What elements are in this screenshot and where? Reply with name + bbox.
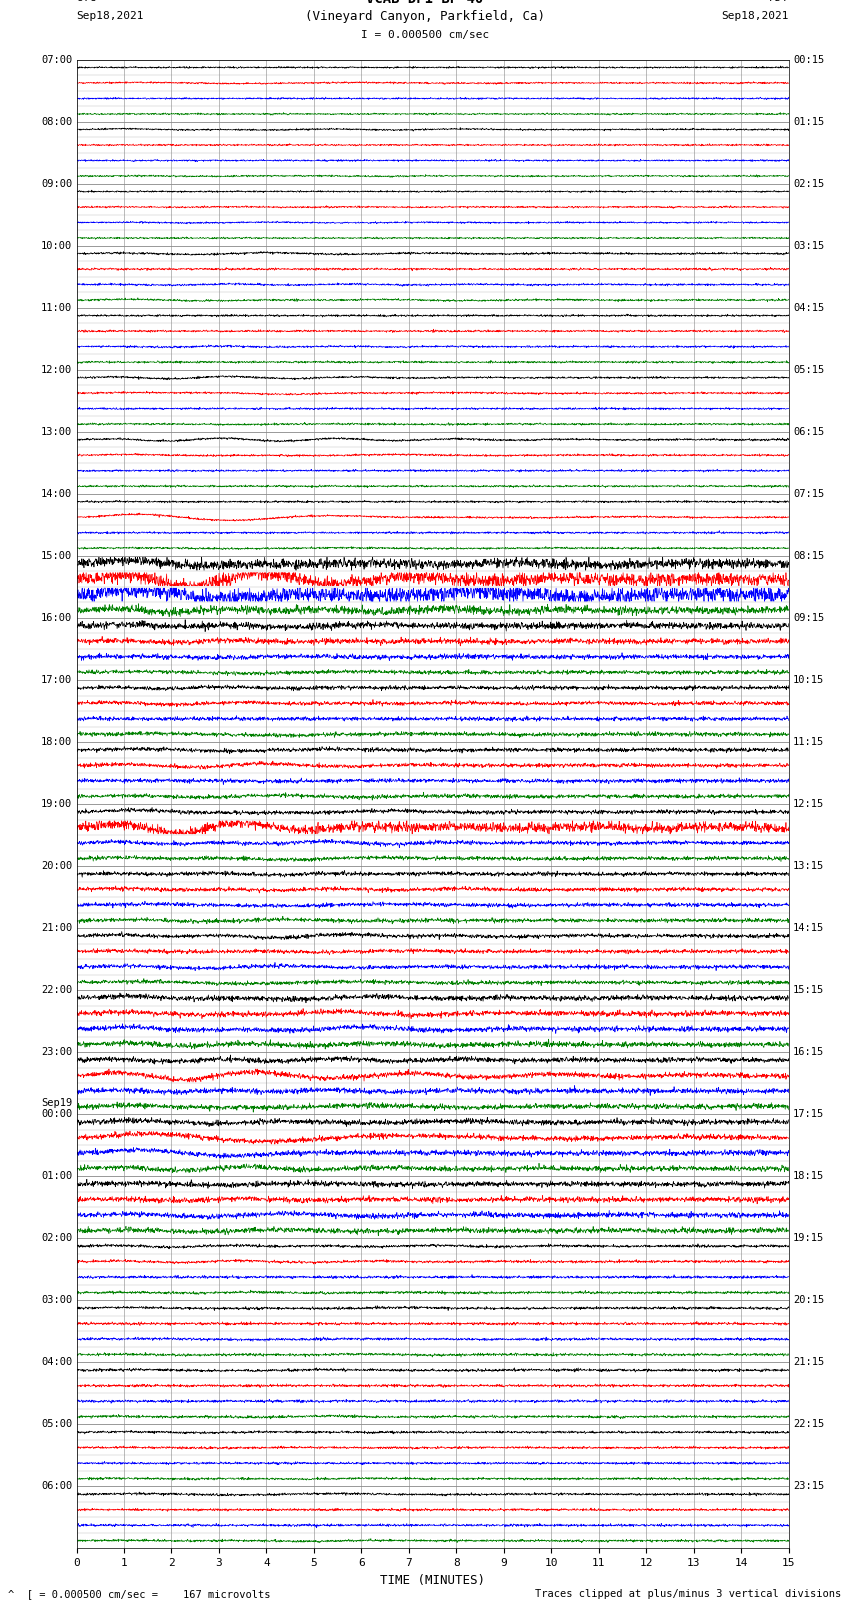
Text: 03:00: 03:00 [41,1295,72,1305]
Text: 09:00: 09:00 [41,179,72,189]
Text: 04:15: 04:15 [793,303,824,313]
Text: 14:15: 14:15 [793,923,824,934]
Text: 05:15: 05:15 [793,365,824,374]
Text: 02:15: 02:15 [793,179,824,189]
Text: 16:00: 16:00 [41,613,72,623]
Text: Sep18,2021: Sep18,2021 [76,11,144,21]
Text: UTC: UTC [76,0,97,3]
Text: 15:00: 15:00 [41,552,72,561]
Text: 09:15: 09:15 [793,613,824,623]
Text: 11:00: 11:00 [41,303,72,313]
Text: 12:15: 12:15 [793,798,824,810]
Text: 20:00: 20:00 [41,861,72,871]
Text: 13:00: 13:00 [41,427,72,437]
Text: 20:15: 20:15 [793,1295,824,1305]
Text: (Vineyard Canyon, Parkfield, Ca): (Vineyard Canyon, Parkfield, Ca) [305,10,545,23]
Text: 06:15: 06:15 [793,427,824,437]
Text: 10:00: 10:00 [41,240,72,250]
Text: 17:00: 17:00 [41,674,72,686]
Text: 01:00: 01:00 [41,1171,72,1181]
Text: PDT: PDT [768,0,789,3]
Text: ^  [ = 0.000500 cm/sec =    167 microvolts: ^ [ = 0.000500 cm/sec = 167 microvolts [8,1589,271,1598]
Text: 18:15: 18:15 [793,1171,824,1181]
Text: Sep19: Sep19 [41,1098,72,1108]
Text: 07:00: 07:00 [41,55,72,65]
Text: 13:15: 13:15 [793,861,824,871]
Text: 18:00: 18:00 [41,737,72,747]
Text: 02:00: 02:00 [41,1234,72,1244]
Text: 12:00: 12:00 [41,365,72,374]
Text: 17:15: 17:15 [793,1110,824,1119]
Text: 10:15: 10:15 [793,674,824,686]
Text: 19:15: 19:15 [793,1234,824,1244]
Text: 19:00: 19:00 [41,798,72,810]
Text: 11:15: 11:15 [793,737,824,747]
Text: VCAB DP1 BP 40: VCAB DP1 BP 40 [366,0,484,6]
Text: 08:00: 08:00 [41,116,72,127]
Text: 16:15: 16:15 [793,1047,824,1057]
Text: 03:15: 03:15 [793,240,824,250]
Text: 23:15: 23:15 [793,1481,824,1492]
Text: 07:15: 07:15 [793,489,824,498]
Text: 08:15: 08:15 [793,552,824,561]
Text: 00:15: 00:15 [793,55,824,65]
Text: 04:00: 04:00 [41,1358,72,1368]
Text: 22:15: 22:15 [793,1419,824,1429]
Text: 14:00: 14:00 [41,489,72,498]
Text: 21:15: 21:15 [793,1358,824,1368]
Text: 15:15: 15:15 [793,986,824,995]
Text: 23:00: 23:00 [41,1047,72,1057]
Text: I = 0.000500 cm/sec: I = 0.000500 cm/sec [361,31,489,40]
Text: Traces clipped at plus/minus 3 vertical divisions: Traces clipped at plus/minus 3 vertical … [536,1589,842,1598]
Text: 06:00: 06:00 [41,1481,72,1492]
Text: 01:15: 01:15 [793,116,824,127]
Text: 21:00: 21:00 [41,923,72,934]
Text: 05:00: 05:00 [41,1419,72,1429]
Text: 00:00: 00:00 [41,1110,72,1119]
X-axis label: TIME (MINUTES): TIME (MINUTES) [380,1574,485,1587]
Text: 22:00: 22:00 [41,986,72,995]
Text: Sep18,2021: Sep18,2021 [722,11,789,21]
